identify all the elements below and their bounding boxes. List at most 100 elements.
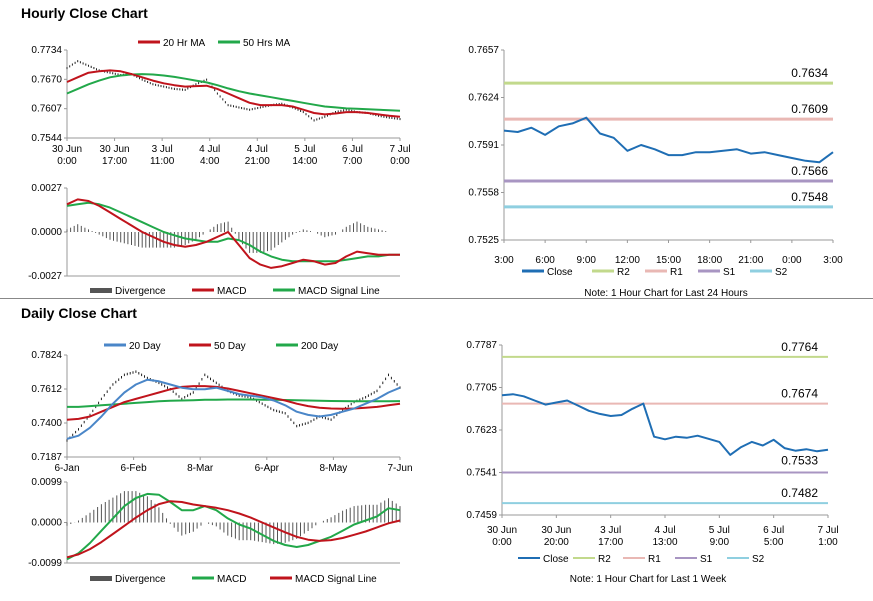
hourly-macd-legend-label: Divergence (115, 286, 166, 297)
x-tick-label: 6-Jan (54, 463, 79, 474)
x-tick-label: 7-Jun (387, 463, 412, 474)
hourly-ma20-line (66, 69, 401, 118)
x-tick-label: 30 Jun (100, 144, 130, 155)
hourly-levels-legend-label: Close (547, 267, 573, 278)
daily-section-title: Daily Close Chart (21, 305, 137, 321)
x-tick-label: 15:00 (656, 255, 681, 266)
y-tick-label: -0.0027 (28, 271, 62, 282)
daily-close-line (501, 393, 829, 456)
daily-levels-legend-label: Close (543, 554, 569, 565)
daily-macd-signal-line (66, 500, 401, 559)
daily-macd-legend-label: MACD (217, 574, 246, 585)
hourly-section-title: Hourly Close Chart (21, 5, 148, 21)
hourly-macd-line (66, 198, 400, 269)
x-tick-label: 0:00 (390, 156, 410, 167)
y-tick-label: 0.7187 (31, 452, 62, 463)
x-tick-label: 9:00 (577, 255, 597, 266)
x-tick-label: 6-Feb (121, 463, 148, 474)
y-tick-label: 0.0000 (31, 518, 62, 529)
hourly-levels-legend-label: R1 (670, 267, 683, 278)
daily-level-r2-label: 0.7764 (781, 340, 818, 354)
x-tick-label: 6:00 (535, 255, 555, 266)
x-tick-label: 7:00 (343, 156, 363, 167)
y-tick-label: 0.7705 (466, 383, 497, 394)
x-tick-label: 4:00 (200, 156, 220, 167)
y-tick-label: 0.7459 (466, 510, 497, 521)
daily-levels-legend-label: S2 (752, 554, 765, 565)
y-tick-label: 0.0099 (31, 477, 62, 488)
y-tick-label: 0.7544 (31, 133, 62, 144)
x-tick-label: 6 Jul (763, 525, 784, 536)
daily-levels-legend-label: R2 (598, 554, 611, 565)
x-tick-label: 6-Apr (255, 463, 280, 474)
x-tick-label: 30 Jun (541, 525, 571, 536)
y-tick-label: 0.7400 (31, 418, 62, 429)
x-tick-label: 4 Jul (247, 144, 268, 155)
hourly-levels-legend-label: S2 (775, 267, 788, 278)
hourly-macd-legend-swatch (90, 288, 112, 293)
x-tick-label: 4 Jul (199, 144, 220, 155)
hourly-close-line (503, 116, 834, 164)
hourly-level-s1-label: 0.7566 (791, 164, 828, 178)
daily-macd-line (66, 492, 401, 561)
x-tick-label: 1:00 (818, 537, 838, 548)
daily-level-r1-label: 0.7674 (781, 387, 818, 401)
x-tick-label: 8-Mar (187, 463, 214, 474)
x-tick-label: 5:00 (764, 537, 784, 548)
y-tick-label: 0.7670 (31, 74, 62, 85)
x-tick-label: 7 Jul (817, 525, 838, 536)
daily-ma50-line (66, 385, 401, 421)
x-tick-label: 12:00 (615, 255, 640, 266)
x-tick-label: 11:00 (150, 156, 175, 167)
x-tick-label: 3 Jul (600, 525, 621, 536)
x-tick-label: 6 Jul (342, 144, 363, 155)
y-tick-label: 0.7541 (466, 468, 497, 479)
y-tick-label: 0.7525 (468, 235, 499, 246)
x-tick-label: 3 Jul (152, 144, 173, 155)
section-divider (0, 298, 873, 299)
daily-level-s2-label: 0.7482 (781, 486, 818, 500)
daily-ma20-line (66, 378, 401, 440)
hourly-levels-legend-label: S1 (723, 267, 736, 278)
y-tick-label: 0.7558 (468, 188, 499, 199)
y-tick-label: 0.7607 (31, 104, 62, 115)
daily-macd-legend-swatch (90, 576, 112, 581)
hourly-level-r1-label: 0.7609 (791, 102, 828, 116)
x-tick-label: 14:00 (292, 156, 317, 167)
y-tick-label: 0.0027 (31, 183, 62, 194)
x-tick-label: 3:00 (494, 255, 514, 266)
x-tick-label: 20:00 (544, 537, 569, 548)
x-tick-label: 17:00 (102, 156, 127, 167)
y-tick-label: 0.7734 (31, 45, 62, 56)
y-tick-label: 0.7657 (468, 45, 499, 56)
hourly-level-r2-label: 0.7634 (791, 66, 828, 80)
x-tick-label: 9:00 (710, 537, 730, 548)
daily-macd-legend-label: MACD Signal Line (295, 574, 377, 585)
y-tick-label: 0.7623 (466, 425, 497, 436)
y-tick-label: 0.7787 (466, 340, 497, 351)
y-tick-label: -0.0099 (28, 558, 62, 569)
x-tick-label: 5 Jul (709, 525, 730, 536)
x-tick-label: 21:00 (245, 156, 270, 167)
daily-price-legend-label: 200 Day (301, 341, 338, 352)
x-tick-label: 21:00 (738, 255, 763, 266)
y-tick-label: 0.7612 (31, 384, 62, 395)
hourly-macd-legend-label: MACD Signal Line (298, 286, 380, 297)
y-tick-label: 0.0000 (31, 227, 62, 238)
x-tick-label: 0:00 (782, 255, 802, 266)
daily-levels-legend-label: S1 (700, 554, 713, 565)
daily-levels-legend-label: R1 (648, 554, 661, 565)
x-tick-label: 4 Jul (654, 525, 675, 536)
x-tick-label: 7 Jul (389, 144, 410, 155)
daily-level-s1-label: 0.7533 (781, 454, 818, 468)
daily-macd-legend-label: Divergence (115, 574, 166, 585)
daily-price-legend-label: 50 Day (214, 341, 246, 352)
y-tick-label: 0.7624 (468, 93, 499, 104)
x-tick-label: 0:00 (57, 156, 77, 167)
x-tick-label: 0:00 (492, 537, 512, 548)
daily-levels-note: Note: 1 Hour Chart for Last 1 Week (570, 574, 728, 585)
hourly-price-legend-label: 50 Hrs MA (243, 38, 291, 49)
hourly-price-legend-label: 20 Hr MA (163, 38, 206, 49)
x-tick-label: 5 Jul (294, 144, 315, 155)
